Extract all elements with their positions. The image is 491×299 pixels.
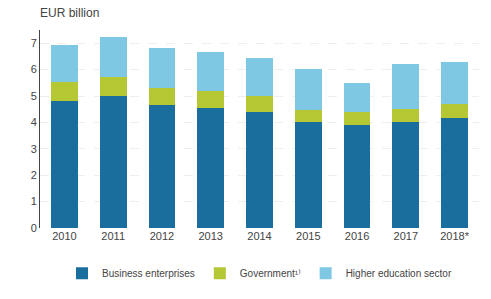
svg-text:2010: 2010 <box>52 230 76 242</box>
svg-text:2014: 2014 <box>247 230 271 242</box>
svg-text:2013: 2013 <box>198 230 222 242</box>
svg-text:3: 3 <box>31 143 37 155</box>
svg-text:2018*: 2018* <box>440 230 469 242</box>
svg-text:0: 0 <box>31 222 37 234</box>
svg-text:5: 5 <box>31 90 37 102</box>
svg-text:EUR billion: EUR billion <box>40 6 99 20</box>
svg-text:Government¹⁾: Government¹⁾ <box>240 268 301 279</box>
svg-text:7: 7 <box>31 37 37 49</box>
svg-text:2016: 2016 <box>345 230 369 242</box>
svg-text:4: 4 <box>31 116 37 128</box>
svg-text:6: 6 <box>31 63 37 75</box>
svg-text:1: 1 <box>31 195 37 207</box>
svg-text:Business enterprises: Business enterprises <box>102 268 195 279</box>
svg-text:2015: 2015 <box>296 230 320 242</box>
svg-text:2012: 2012 <box>150 230 174 242</box>
svg-text:2017: 2017 <box>394 230 418 242</box>
svg-text:2: 2 <box>31 169 37 181</box>
svg-text:Higher education sector: Higher education sector <box>346 268 452 279</box>
svg-text:2011: 2011 <box>101 230 125 242</box>
